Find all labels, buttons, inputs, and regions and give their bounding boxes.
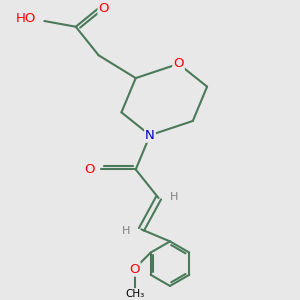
Text: O: O xyxy=(98,2,109,15)
Text: CH₃: CH₃ xyxy=(125,289,145,299)
Text: O: O xyxy=(129,262,140,276)
Text: H: H xyxy=(122,226,130,236)
Text: HO: HO xyxy=(15,12,36,25)
Text: N: N xyxy=(145,129,155,142)
Text: O: O xyxy=(173,57,184,70)
Text: O: O xyxy=(85,163,95,176)
Text: H: H xyxy=(169,192,178,202)
